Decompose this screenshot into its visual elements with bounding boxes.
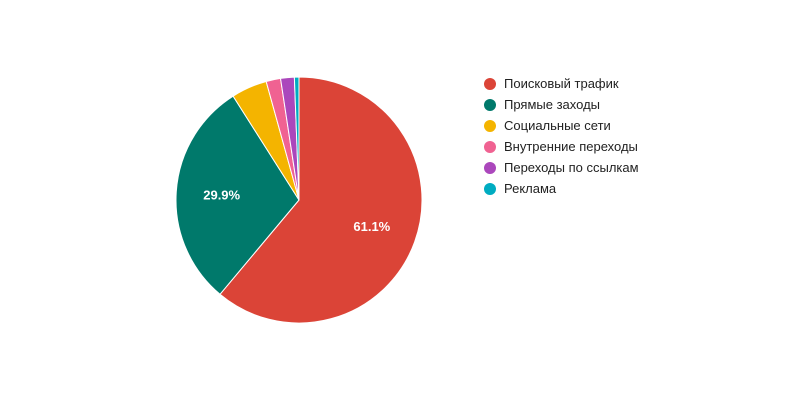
legend-swatch — [484, 119, 496, 132]
pie-slice-label: 61.1% — [353, 219, 390, 234]
legend-label: Социальные сети — [504, 118, 611, 133]
legend-label: Поисковый трафик — [504, 76, 619, 91]
legend-item[interactable]: Социальные сети — [484, 115, 639, 136]
pie-slice-label: 29.9% — [203, 187, 240, 202]
legend-item[interactable]: Прямые заходы — [484, 94, 639, 115]
legend-label: Переходы по ссылкам — [504, 160, 639, 175]
legend-swatch — [484, 182, 496, 195]
pie-slice[interactable] — [293, 76, 300, 201]
legend-item[interactable]: Реклама — [484, 178, 639, 199]
legend-label: Прямые заходы — [504, 97, 601, 112]
legend-swatch — [484, 98, 496, 111]
chart-legend: Поисковый трафик Прямые заходы Социальные … — [484, 73, 639, 199]
pie-slice[interactable] — [175, 95, 300, 295]
legend-label: Реклама — [504, 181, 557, 196]
pie-slice[interactable] — [219, 76, 423, 324]
legend-item[interactable]: Поисковый трафик — [484, 73, 639, 94]
legend-label: Внутренние переходы — [504, 139, 638, 154]
pie-slice-labels: 61.1% 29.9% — [203, 187, 390, 234]
legend-item[interactable]: Внутренние переходы — [484, 136, 639, 157]
legend-swatch — [484, 140, 496, 153]
legend-swatch — [484, 77, 496, 90]
pie-slices — [175, 76, 423, 324]
legend-swatch — [484, 161, 496, 174]
legend-item[interactable]: Переходы по ссылкам — [484, 157, 639, 178]
